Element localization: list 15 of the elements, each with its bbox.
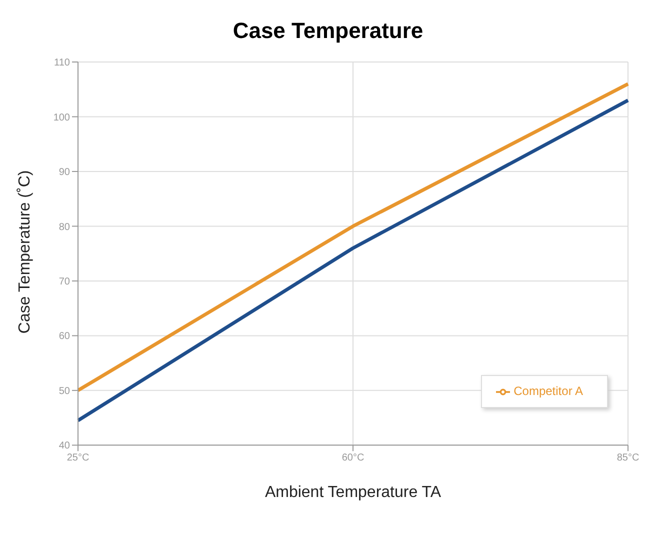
y-tick-label: 90 [58,167,70,178]
x-tick-label: 60°C [342,452,364,464]
legend-label: Competitor A [514,384,583,398]
y-tick-label: 100 [53,112,70,124]
y-tick-label: 40 [58,440,70,452]
x-tick-label: 85°C [616,452,640,464]
x-tick-label: 25°C [66,452,90,464]
y-tick-label: 70 [58,276,70,288]
y-tick-label: 80 [58,222,70,233]
y-tick-label: 60 [58,331,70,342]
y-axis-title: Case Temperature (˚C) [16,170,34,334]
chart-title: Case Temperature [232,17,424,45]
y-tick-label: 110 [54,58,70,69]
y-tick-label: 50 [58,386,70,397]
x-axis-title: Ambient Temperature TA [264,484,442,502]
